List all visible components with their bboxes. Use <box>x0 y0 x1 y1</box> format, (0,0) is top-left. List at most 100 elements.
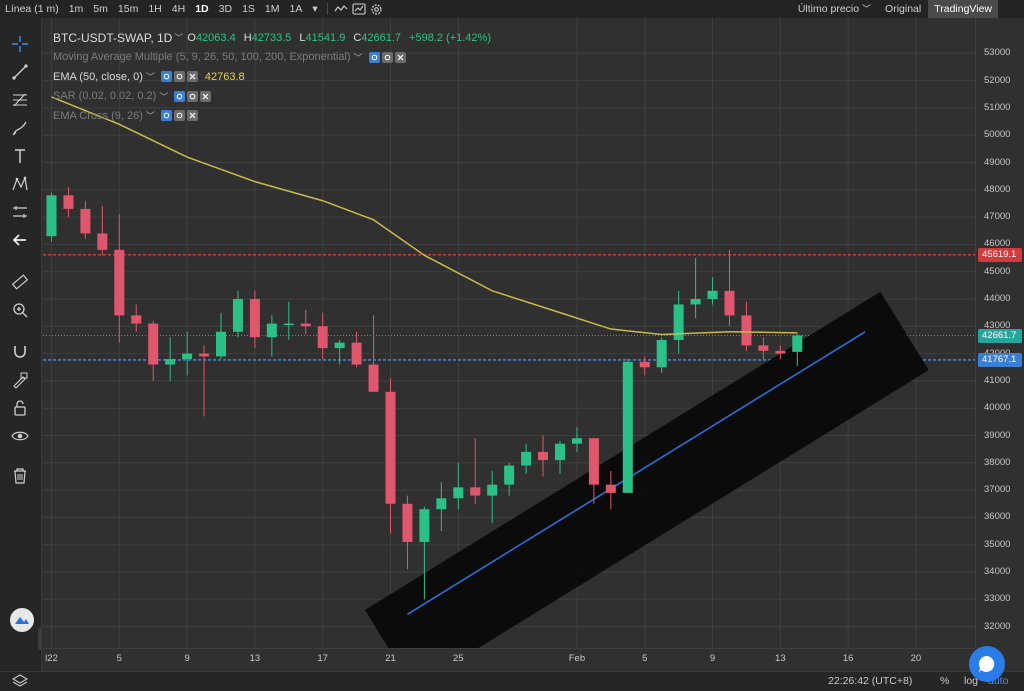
price-tick-label: 48000 <box>984 183 1011 195</box>
pattern-tool[interactable] <box>8 172 32 196</box>
chevron-down-icon[interactable]: ﹀ <box>145 111 155 122</box>
eye-icon[interactable] <box>160 71 172 83</box>
symbol-label[interactable]: BTC-USDT-SWAP, 1D <box>53 30 173 45</box>
price-tick-label: 46000 <box>984 238 1011 250</box>
candle-body <box>504 465 515 485</box>
candle-style-icon[interactable] <box>332 0 350 18</box>
time-tick-label: Feb <box>568 653 586 664</box>
lock-tool[interactable] <box>8 396 32 420</box>
price-chart <box>43 18 975 648</box>
indicators-icon[interactable] <box>350 0 368 18</box>
brush-tool[interactable] <box>8 116 32 140</box>
ruler-icon <box>11 274 29 290</box>
ruler-tool[interactable] <box>8 270 32 294</box>
drawing-toolbar <box>0 18 42 671</box>
zoom-tool[interactable] <box>8 298 32 322</box>
interval-1d[interactable]: 1D <box>195 3 209 15</box>
eye-icon[interactable] <box>174 90 186 102</box>
time-tick-label: 5 <box>642 653 648 664</box>
percent-toggle[interactable]: % <box>940 675 950 687</box>
ema-layer <box>51 96 798 336</box>
indicator-buttons <box>368 51 406 63</box>
text-tool[interactable] <box>8 144 32 168</box>
settings-icon[interactable] <box>173 71 185 83</box>
close-icon[interactable] <box>394 51 406 63</box>
indicator-value: 42763.8 <box>204 70 245 83</box>
candle-body <box>402 503 413 542</box>
legend-chevron-icon[interactable]: ﹀ <box>174 33 184 44</box>
price-axis[interactable]: 32000 33000 34000 35000 36000 37000 38000 39000… <box>975 18 1024 648</box>
fib-tool[interactable] <box>8 88 32 112</box>
delete-tool[interactable] <box>8 464 32 488</box>
settings-gear-icon[interactable] <box>368 0 386 18</box>
candle-body <box>775 350 786 354</box>
chevron-down-icon[interactable]: ﹀ <box>353 52 363 63</box>
interval-1m[interactable]: 1m <box>68 3 84 15</box>
interval-1m[interactable]: 1M <box>264 3 280 15</box>
candle-body <box>605 484 616 493</box>
layers-button[interactable] <box>11 673 29 691</box>
interval-1a[interactable]: 1A <box>289 3 303 15</box>
measure-tool[interactable] <box>8 200 32 224</box>
interval-15m[interactable]: 15m <box>117 3 139 15</box>
close-icon[interactable] <box>186 110 198 122</box>
trend-line-tool[interactable] <box>8 60 32 84</box>
settings-icon[interactable] <box>173 110 185 122</box>
indicator-row[interactable]: EMA Cross (9, 26) ﹀ <box>53 106 491 126</box>
candle-body <box>571 438 582 444</box>
candle-body <box>114 249 125 316</box>
eye-icon[interactable] <box>160 110 172 122</box>
red-level-tag: 45619.1 <box>978 247 1022 262</box>
view-original-tab[interactable]: Original <box>885 3 922 15</box>
view-tradingview-tab[interactable]: TradingView <box>928 0 998 18</box>
crosshair-tool[interactable] <box>8 32 32 56</box>
indicator-buttons <box>160 71 198 83</box>
log-toggle[interactable]: log <box>964 675 979 687</box>
interval-more-chevron-icon[interactable]: ▾ <box>312 3 318 15</box>
price-tick-label: 45000 <box>984 265 1011 277</box>
tradingview-logo[interactable] <box>10 608 34 632</box>
back-tool[interactable] <box>8 228 32 252</box>
visibility-tool[interactable] <box>8 424 32 448</box>
magnet-tool[interactable] <box>8 340 32 364</box>
price-tick-label: 47000 <box>984 211 1011 223</box>
interval-4h[interactable]: 4H <box>171 3 186 15</box>
change-value: +598.2 (+1.42%) <box>409 31 491 44</box>
time-tick-label: 20 <box>910 653 922 664</box>
chevron-down-icon[interactable]: ﹀ <box>145 72 155 83</box>
cloud-logo-icon <box>15 617 29 624</box>
interval-5m[interactable]: 5m <box>93 3 108 15</box>
eye-icon[interactable] <box>368 51 380 63</box>
candle-body <box>131 315 142 324</box>
candle-body <box>588 438 599 485</box>
indicator-row[interactable]: EMA (50, close, 0) ﹀ 42763.8 <box>53 67 491 87</box>
price-tick-label: 44000 <box>984 293 1011 304</box>
channel-trend-line <box>407 331 866 615</box>
candle-body <box>792 335 803 352</box>
indicator-label: SAR (0.02, 0.02, 0.2) <box>53 90 157 103</box>
indicator-row[interactable]: SAR (0.02, 0.02, 0.2) ﹀ <box>53 87 491 107</box>
lock-drawing-tool[interactable] <box>8 368 32 392</box>
settings-icon[interactable] <box>381 51 393 63</box>
toolbar-collapse-handle[interactable] <box>38 628 42 650</box>
price-tick-label: 41000 <box>984 374 1011 386</box>
chevron-down-icon[interactable]: ﹀ <box>159 91 169 102</box>
channel-band <box>364 291 929 648</box>
interval-3d[interactable]: 3D <box>218 3 233 15</box>
settings-icon[interactable] <box>187 90 199 102</box>
price-mode-selector[interactable]: Último precio ﹀ <box>791 0 878 18</box>
chart-type-selector[interactable]: Línea (1 m) <box>5 3 59 15</box>
price-tick-label: 33000 <box>984 593 1011 605</box>
view-controls: Último precio ﹀ Original TradingView <box>791 0 1024 18</box>
interval-1h[interactable]: 1H <box>148 3 162 15</box>
interval-1s[interactable]: 1S <box>242 3 255 15</box>
time-axis[interactable]: l225913172125Feb5913162024 <box>43 648 989 670</box>
support-chat-button[interactable] <box>969 646 1005 682</box>
indicator-row[interactable]: Moving Average Multiple (5, 9, 26, 50, 1… <box>53 48 491 68</box>
candle-body <box>487 484 498 496</box>
close-icon[interactable] <box>186 71 198 83</box>
close-icon[interactable] <box>200 90 212 102</box>
